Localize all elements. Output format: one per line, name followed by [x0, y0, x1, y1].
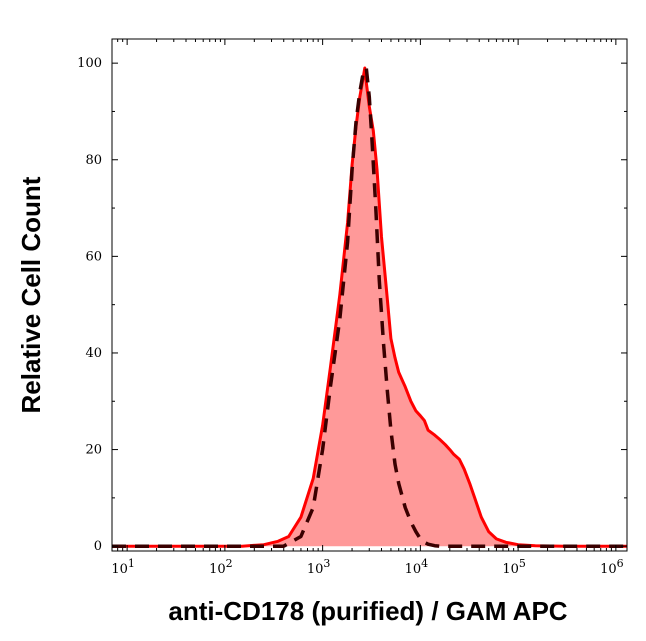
x-tick-label: 103	[307, 557, 331, 577]
y-axis-title: Relative Cell Count	[16, 176, 46, 413]
axis-ticks: 0 20 40 60 80 100 101 102 103 104 105 106	[77, 39, 627, 577]
x-tick-label: 104	[405, 557, 429, 577]
x-tick-label: 106	[600, 557, 624, 577]
y-tick-label: 100	[77, 56, 102, 71]
x-tick-label: 105	[502, 557, 526, 577]
series-1-line	[112, 66, 627, 548]
y-tick-label: 40	[85, 346, 102, 361]
series-0-line	[112, 66, 627, 548]
y-tick-label: 20	[85, 443, 102, 458]
y-tick-label: 80	[85, 153, 102, 168]
x-tick-label: 102	[209, 557, 233, 577]
y-tick-label: 0	[94, 539, 102, 554]
series-0-fill	[112, 68, 627, 547]
x-axis-title: anti-CD178 (purified) / GAM APC	[168, 596, 567, 626]
plot-area	[112, 66, 627, 548]
x-tick-label: 101	[111, 557, 135, 577]
y-tick-label: 60	[85, 249, 102, 264]
